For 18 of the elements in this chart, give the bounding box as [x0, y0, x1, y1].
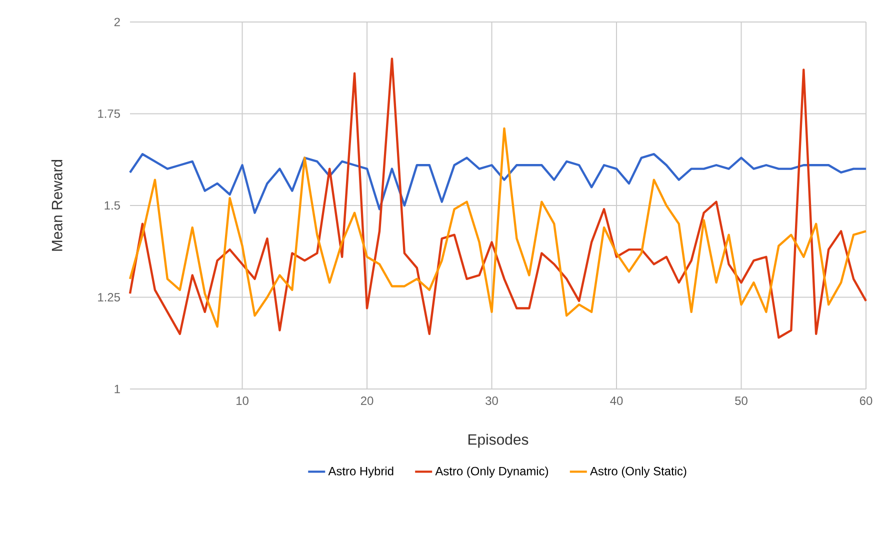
x-tick-label: 30 [486, 396, 498, 405]
x-tick-label: 10 [236, 396, 248, 405]
x-tick-label: 40 [610, 396, 623, 405]
legend-label: Astro (Only Dynamic) [435, 466, 548, 478]
y-tick-label: 1.25 [98, 293, 120, 302]
x-tick-label: 20 [360, 396, 374, 405]
legend-label: Astro Hybrid [328, 466, 394, 478]
x-tick-label: 60 [860, 396, 872, 405]
y-tick-label: 1.75 [98, 110, 120, 118]
y-axis-title: Mean Reward [51, 160, 62, 251]
x-tick-label: 50 [735, 396, 748, 405]
y-tick-label: 1.5 [104, 201, 120, 210]
y-tick-label: 1 [114, 384, 120, 394]
legend-label: Astro (Only Static) [590, 466, 686, 478]
line-series [128, 127, 868, 328]
y-tick-label: 2 [114, 18, 120, 26]
line-series [128, 58, 868, 339]
x-axis-title: Episodes [468, 434, 528, 448]
